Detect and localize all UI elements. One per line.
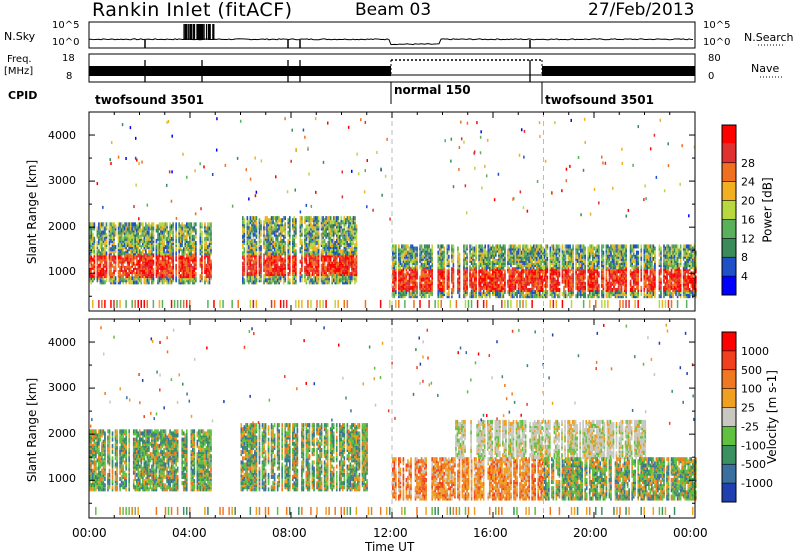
velocity-colorbar-swatch <box>722 445 736 465</box>
power-colorbar-swatch <box>722 200 736 220</box>
xtick-0400: 04:00 <box>172 526 207 540</box>
cpid-segment-2: normal 150 <box>394 83 471 97</box>
noise-tick-bottom-right: 10^0 <box>703 37 731 48</box>
cpid-label: CPID <box>8 89 38 102</box>
power-ytick-2000: 2000 <box>48 220 76 233</box>
power-colorbar-frame <box>721 124 737 296</box>
noise-tick-top: 10^5 <box>52 20 80 31</box>
velocity-ytick-2000: 2000 <box>48 427 76 440</box>
velocity-ytick-4000: 4000 <box>48 336 76 349</box>
date-title: 27/Feb/2013 <box>588 0 695 20</box>
power-colorbar-tick-label: 16 <box>741 213 755 226</box>
freq-band-1 <box>89 66 391 76</box>
xtick-0800: 08:00 <box>272 526 307 540</box>
power-ytick-1000: 1000 <box>48 265 76 278</box>
velocity-colorbar-tick-label: -25 <box>741 420 759 433</box>
velocity-colorbar-tick-label: -100 <box>741 439 766 452</box>
cpid-segment-3: twofsound 3501 <box>545 93 654 107</box>
noise-tick-bottom: 10^0 <box>52 37 80 48</box>
power-ytick-4000: 4000 <box>48 129 76 142</box>
velocity-colorbar-tick-label: -500 <box>741 458 766 471</box>
velocity-colorbar-swatch <box>722 483 736 502</box>
mode-change-lines <box>391 112 544 518</box>
noise-tick-top-right: 10^5 <box>703 20 731 31</box>
velocity-colorbar-swatch <box>722 426 736 446</box>
power-colorbar-swatch <box>722 125 736 144</box>
power-colorbar-tick-label: 12 <box>741 232 755 245</box>
velocity-ytick-1000: 1000 <box>48 472 76 485</box>
nsky-label: N.Sky <box>4 30 36 43</box>
xtick-2400: 00:00 <box>673 526 708 540</box>
freq-unit-label: [MHz] <box>4 66 34 77</box>
velocity-colorbar-tick-label: 25 <box>741 402 755 415</box>
noise-sky-trace <box>88 38 694 46</box>
axis-ticks <box>88 111 696 518</box>
velocity-colorbar-tick-label: -1000 <box>741 477 773 490</box>
xtick-0000: 00:00 <box>72 526 107 540</box>
power-colorbar-swatch <box>722 238 736 258</box>
power-colorbar-tick-label: 24 <box>741 176 755 189</box>
station-title: Rankin Inlet (fitACF) <box>92 0 293 21</box>
velocity-heatmap <box>89 323 697 515</box>
velocity-colorbar-frame <box>721 331 737 503</box>
power-colorbar-swatch <box>722 162 736 182</box>
velocity-colorbar-swatch <box>722 332 736 351</box>
velocity-colorbar-tick-label: 100 <box>741 383 762 396</box>
velocity-colorbar-tick-label: 500 <box>741 364 762 377</box>
xtick-2000: 20:00 <box>573 526 608 540</box>
freq-band-3 <box>542 66 695 76</box>
power-colorbar-swatch <box>722 181 736 201</box>
freq-tick-top: 18 <box>62 53 75 64</box>
xtick-1200: 12:00 <box>373 526 408 540</box>
velocity-colorbar-swatch <box>722 407 736 427</box>
power-ytick-3000: 3000 <box>48 174 76 187</box>
power-colorbar-tick-label: 8 <box>741 251 748 264</box>
power-colorbar-tick-label: 20 <box>741 195 755 208</box>
power-colorbar-tick-label: 4 <box>741 270 748 283</box>
velocity-colorbar-swatch <box>722 464 736 484</box>
power-colorbar-swatch <box>722 257 736 277</box>
power-heatmap <box>89 117 697 308</box>
power-colorbar-tick-label: 28 <box>741 157 755 170</box>
velocity-ytick-3000: 3000 <box>48 381 76 394</box>
cpid-segment-1: twofsound 3501 <box>95 93 204 107</box>
power-colorbar: 4 8 12 16 20 24 28 <box>721 124 755 296</box>
velocity-colorbar-swatch <box>722 350 736 370</box>
velocity-colorbar-tick-label: 1000 <box>741 345 769 358</box>
nave-tick-top: 80 <box>708 53 721 64</box>
freq-panel-frame <box>88 53 696 83</box>
xlabel: Time UT <box>365 540 415 554</box>
freq-label: Freq. <box>7 54 32 65</box>
noise-panel-frame <box>88 21 696 49</box>
nsearch-label: N.Search <box>744 31 794 44</box>
nave-label: Nave <box>751 62 780 75</box>
power-colorbar-swatch <box>722 219 736 239</box>
xtick-1600: 16:00 <box>473 526 508 540</box>
beam-title: Beam 03 <box>355 0 432 20</box>
velocity-colorbar-swatch <box>722 369 736 389</box>
velocity-colorbar: 1000 500 100 25 -25 -100 -500 -1000 <box>721 331 773 503</box>
velocity-colorbar-swatch <box>722 388 736 408</box>
freq-strip <box>89 59 695 82</box>
nave-tick-bottom: 0 <box>708 71 715 82</box>
power-colorbar-swatch <box>722 143 736 163</box>
freq-tick-bottom: 8 <box>66 71 73 82</box>
power-colorbar-swatch <box>722 276 736 295</box>
noise-strip <box>88 24 694 48</box>
